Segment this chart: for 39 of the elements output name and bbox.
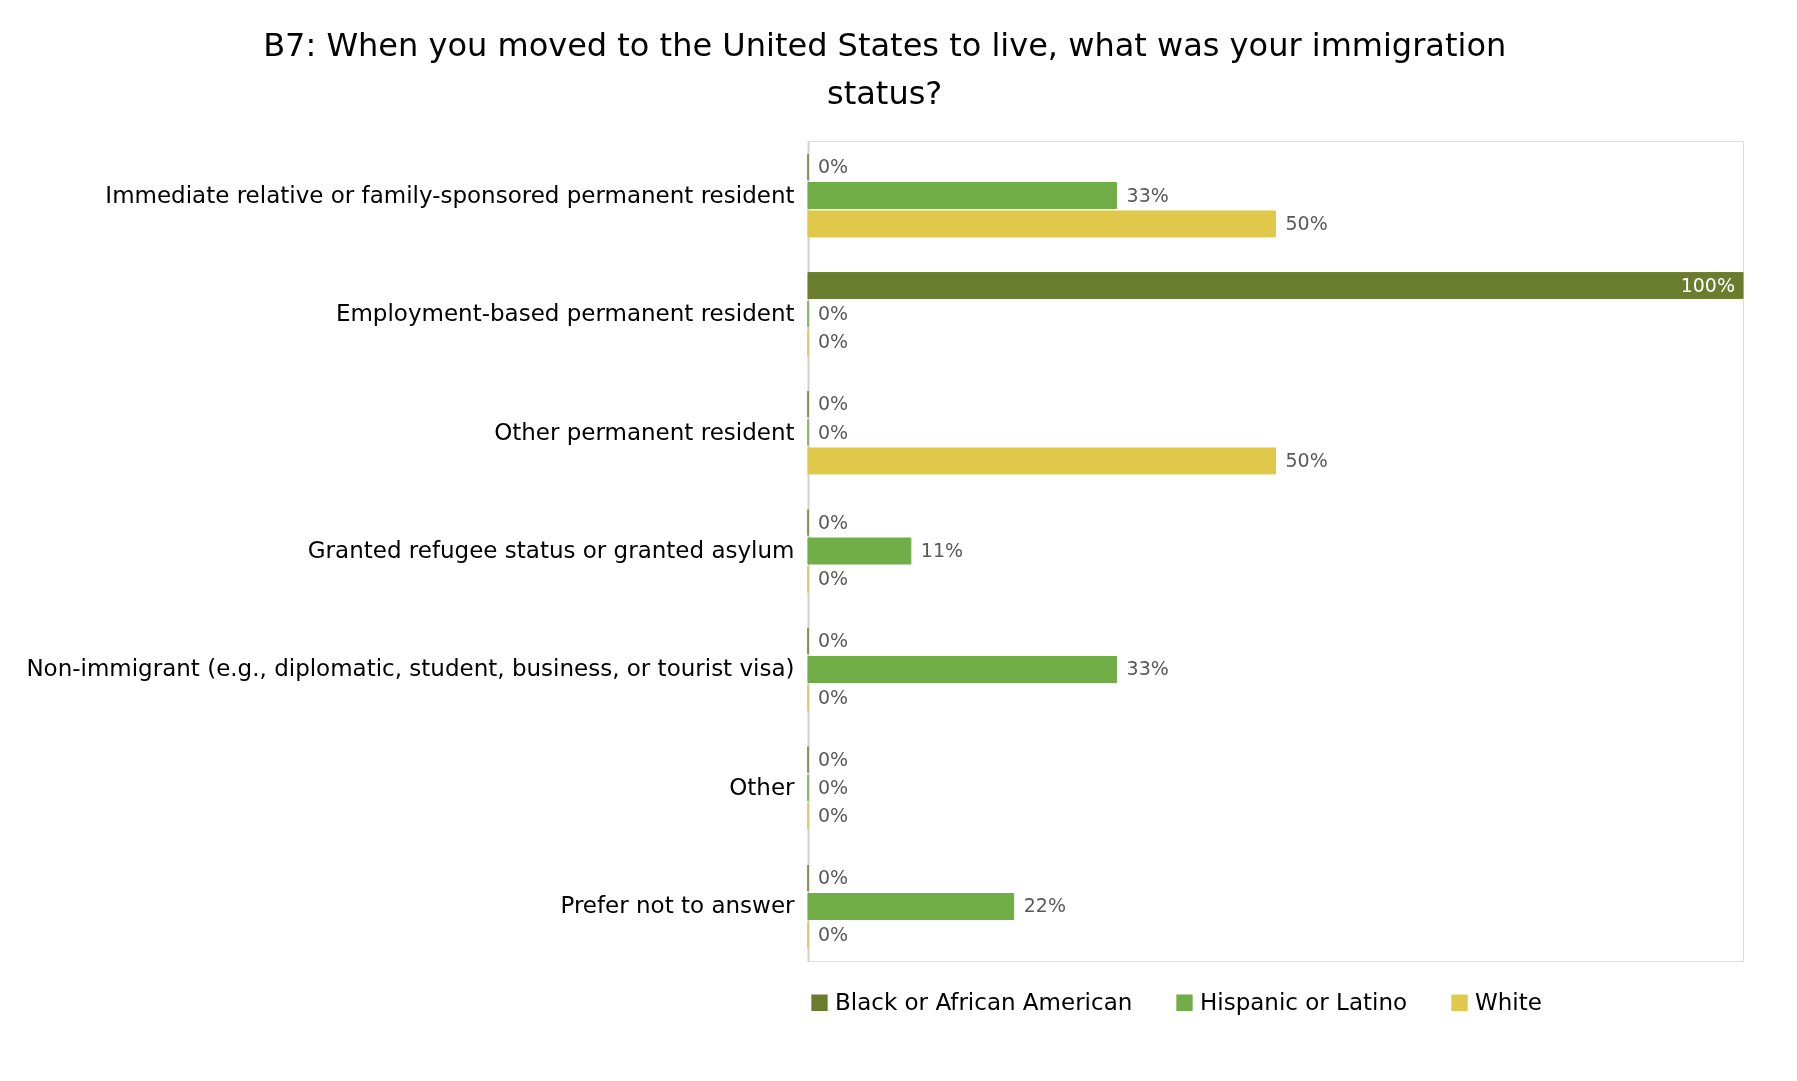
data-label: 33% [1126,657,1169,680]
data-label: 22% [1023,894,1066,917]
data-label: 33% [1126,183,1169,206]
data-label: 0% [818,567,849,590]
bar [807,447,1276,475]
data-label: 0% [818,922,849,945]
data-label: 0% [818,629,849,652]
y-tick-label: Immediate relative or family-sponsored permanent resident [105,181,795,208]
bar [807,656,1118,683]
data-label: 0% [818,302,849,325]
data-label: 0% [818,510,849,533]
data-label: 0% [818,775,849,798]
data-label: 0% [818,685,849,708]
data-label: 50% [1285,448,1328,471]
bar [807,537,912,565]
data-label: 0% [818,392,849,415]
y-tick-label: Granted refugee status or granted asylum [307,537,795,563]
data-label: 0% [818,155,849,178]
chart-title: B7: When you moved to the United States to live, what was your immigration status? [263,26,1507,112]
y-tick-label: Prefer not to answer [560,892,796,919]
bar [807,272,1744,300]
data-label: 0% [818,747,849,770]
legend-label: Black or African American [835,988,1133,1015]
data-label: 0% [818,866,849,889]
data-label: 50% [1285,211,1328,234]
bar [807,892,1015,920]
data-label: 11% [920,539,964,561]
data-label: 0% [818,420,849,443]
data-label: 0% [818,330,849,353]
y-tick-label: Other [729,773,796,800]
y-tick-label: Other permanent resident [494,418,795,445]
data-label: 100% [1680,273,1735,296]
y-tick-label: Employment-based permanent resident [335,300,795,327]
bar [807,210,1276,238]
bar [807,182,1118,210]
y-tick-label: Non-immigrant (e.g., diplomatic, student, business, or tourist visa) [26,655,795,682]
legend-label: White [1475,988,1542,1015]
legend-label: Hispanic or Latino [1200,988,1408,1015]
data-label: 0% [818,804,849,827]
